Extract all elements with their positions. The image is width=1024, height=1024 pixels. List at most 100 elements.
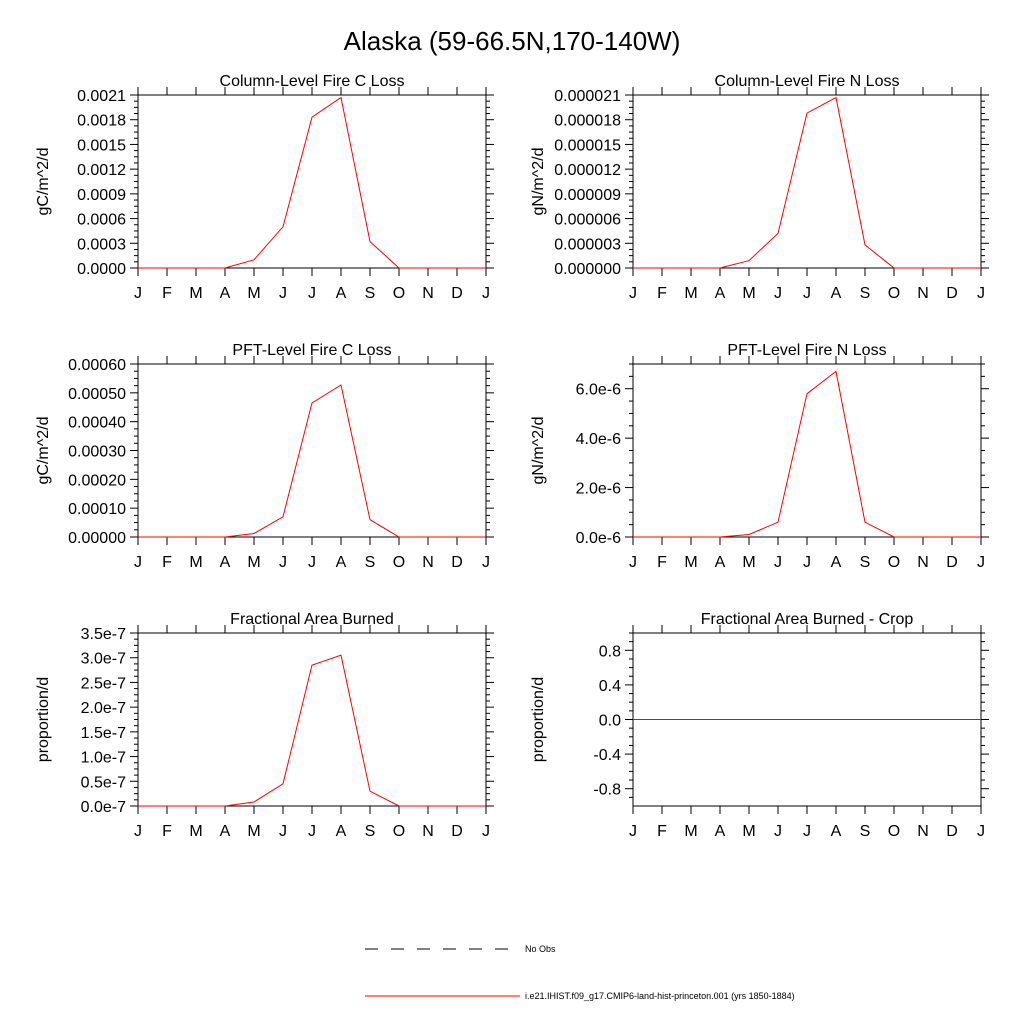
y-tick-label: -0.8 [593, 782, 621, 799]
x-tick-label: J [629, 823, 637, 840]
x-tick-label: A [220, 554, 231, 571]
x-tick-label: D [946, 285, 958, 302]
x-tick-label: J [134, 285, 142, 302]
x-tick-label: J [803, 554, 811, 571]
x-tick-label: M [684, 823, 697, 840]
x-tick-label: D [946, 554, 958, 571]
x-tick-label: O [393, 285, 405, 302]
y-axis-label: gC/m^2/d [35, 148, 52, 216]
y-tick-label: 0.0006 [77, 212, 126, 229]
y-tick-label: 1.0e-7 [81, 750, 126, 767]
x-tick-label: J [134, 554, 142, 571]
x-tick-label: N [422, 823, 434, 840]
y-tick-label: 2.0e-7 [81, 700, 126, 717]
y-tick-label: 0.000003 [554, 236, 621, 253]
x-tick-label: J [774, 554, 782, 571]
x-tick-label: M [742, 285, 755, 302]
x-tick-label: D [946, 823, 958, 840]
y-axis-label: gC/m^2/d [35, 417, 52, 485]
y-tick-label: 0.00060 [68, 357, 126, 374]
x-tick-label: J [977, 554, 985, 571]
x-tick-label: J [279, 285, 287, 302]
x-tick-label: F [657, 823, 667, 840]
x-tick-label: D [451, 554, 463, 571]
x-tick-label: M [247, 823, 260, 840]
x-tick-label: O [888, 554, 900, 571]
figure-title: Alaska (59-66.5N,170-140W) [344, 26, 681, 56]
x-tick-label: N [917, 823, 929, 840]
y-tick-label: 0.000021 [554, 88, 621, 105]
x-tick-label: A [220, 823, 231, 840]
y-tick-label: 2.0e-6 [576, 481, 621, 498]
y-tick-label: 2.5e-7 [81, 675, 126, 692]
x-tick-label: A [831, 554, 842, 571]
x-tick-label: J [977, 823, 985, 840]
x-tick-label: J [279, 554, 287, 571]
y-tick-label: 0.0003 [77, 236, 126, 253]
x-tick-label: N [422, 285, 434, 302]
x-tick-label: M [247, 554, 260, 571]
y-tick-label: 0.000015 [554, 137, 621, 154]
x-tick-label: A [715, 823, 726, 840]
y-tick-label: 0.4 [599, 678, 621, 695]
y-tick-label: 0.000018 [554, 113, 621, 130]
legend: No Obs i.e21.IHIST.f09_g17.CMIP6-land-hi… [365, 944, 795, 1001]
y-tick-label: 3.0e-7 [81, 651, 126, 668]
x-tick-label: A [715, 554, 726, 571]
legend-label-model-run: i.e21.IHIST.f09_g17.CMIP6-land-hist-prin… [525, 991, 795, 1001]
x-tick-label: J [977, 285, 985, 302]
y-tick-label: 0.00010 [68, 501, 126, 518]
y-axis-label: proportion/d [530, 677, 547, 762]
x-tick-label: J [803, 285, 811, 302]
x-tick-label: S [860, 285, 871, 302]
x-tick-label: J [308, 554, 316, 571]
y-tick-label: 0.0015 [77, 137, 126, 154]
y-tick-label: -0.4 [593, 747, 621, 764]
y-tick-label: 0.0009 [77, 187, 126, 204]
y-tick-label: 3.5e-7 [81, 626, 126, 643]
x-tick-label: M [684, 285, 697, 302]
y-tick-label: 0.0021 [77, 88, 126, 105]
y-tick-label: 0.00050 [68, 386, 126, 403]
x-tick-label: F [657, 554, 667, 571]
panel-title: Fractional Area Burned - Crop [701, 611, 914, 628]
x-tick-label: J [774, 823, 782, 840]
x-tick-label: J [482, 823, 490, 840]
x-tick-label: A [336, 285, 347, 302]
panel-title: Fractional Area Burned [230, 611, 394, 628]
x-tick-label: O [393, 554, 405, 571]
x-tick-label: J [803, 823, 811, 840]
y-tick-label: 4.0e-6 [576, 431, 621, 448]
x-tick-label: J [308, 823, 316, 840]
x-tick-label: M [189, 285, 202, 302]
x-tick-label: J [629, 285, 637, 302]
y-tick-label: 0.000009 [554, 187, 621, 204]
x-tick-label: O [888, 285, 900, 302]
x-tick-label: M [684, 554, 697, 571]
x-tick-label: J [774, 285, 782, 302]
x-tick-label: M [742, 554, 755, 571]
x-tick-label: M [189, 823, 202, 840]
x-tick-label: A [831, 823, 842, 840]
x-tick-label: F [657, 285, 667, 302]
legend-label-no-obs: No Obs [525, 944, 556, 954]
panel-title: Column-Level Fire N Loss [715, 73, 900, 90]
x-tick-label: A [336, 823, 347, 840]
x-tick-label: D [451, 823, 463, 840]
series-line [633, 370, 981, 538]
x-tick-label: J [134, 823, 142, 840]
y-tick-label: 0.8 [599, 643, 621, 660]
panel-title: PFT-Level Fire C Loss [232, 342, 391, 359]
series-line [138, 384, 486, 538]
series-line [633, 96, 981, 269]
y-tick-label: 0.00030 [68, 444, 126, 461]
y-tick-label: 0.0012 [77, 162, 126, 179]
y-tick-label: 0.5e-7 [81, 774, 126, 791]
x-tick-label: N [917, 285, 929, 302]
y-tick-label: 0.000012 [554, 162, 621, 179]
